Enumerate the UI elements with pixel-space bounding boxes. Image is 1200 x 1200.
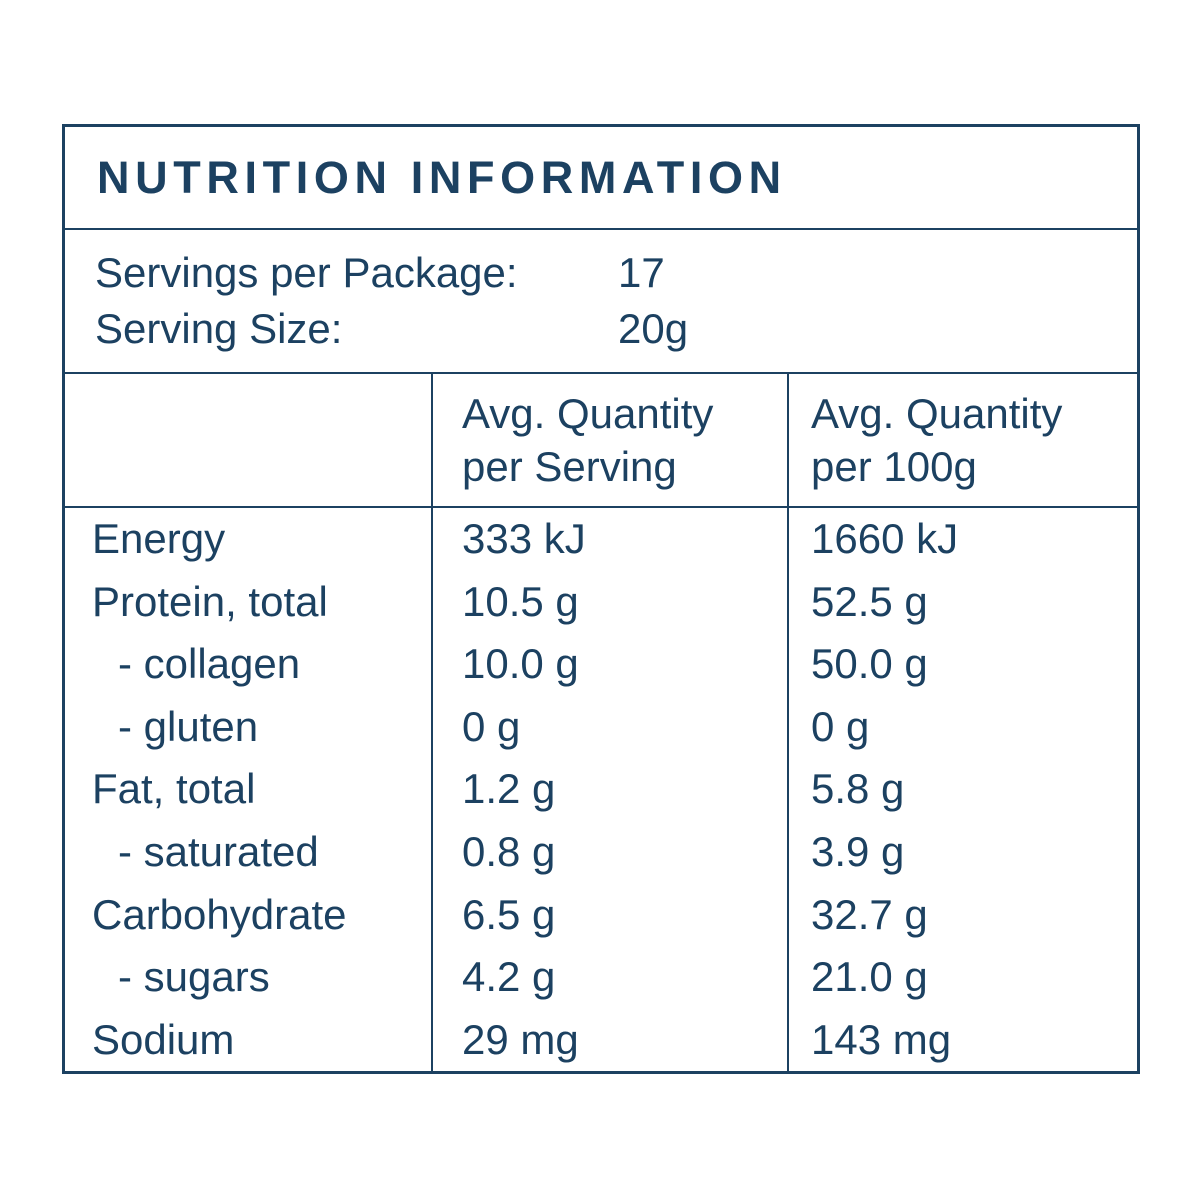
servings-per-package-line: Servings per Package: 17 [95,245,1137,301]
header-spacer-cell [65,374,431,506]
nutrient-label: Energy [92,515,226,563]
per-serving-value: 4.2 g [431,945,787,1009]
serving-size-value: 20g [618,305,689,352]
nutrient-label: - saturated [118,828,319,876]
per-100g-value: 5.8 g [787,758,1137,821]
nutrient-label: Protein, total [92,577,328,625]
header-per-100g-text: Avg. Quantity per 100g [811,390,1063,490]
servings-per-package-label: Servings per Package: [95,249,518,296]
header-per-100g-cell: Avg. Quantity per 100g [787,374,1137,506]
per-100g-value: 21.0 g [787,945,1137,1009]
per-serving-value: 29 mg [431,1008,787,1071]
panel-title: NUTRITION INFORMATION [97,151,787,203]
per-serving-value: 1.2 g [431,758,787,821]
per-serving-value: 0.8 g [431,820,787,884]
header-per-serving-cell: Avg. Quantity per Serving [431,374,787,506]
servings-section: Servings per Package: 17 Serving Size: 2… [65,230,1137,374]
serving-size-line: Serving Size: 20g [95,301,1137,357]
nutrient-label: Sodium [92,1015,235,1063]
per-100g-value: 52.5 g [787,570,1137,634]
per-100g-value: 143 mg [787,1008,1137,1071]
table-body: Energy 333 kJ 1660 kJ Protein, total 10.… [65,508,1137,1071]
per-100g-value: 1660 kJ [787,508,1137,571]
per-serving-value: 10.0 g [431,633,787,696]
serving-size-label: Serving Size: [95,305,343,352]
per-100g-value: 3.9 g [787,820,1137,884]
servings-per-package-value: 17 [618,249,665,296]
nutrient-label: - collagen [118,640,301,688]
nutrient-label: - gluten [118,702,259,750]
nutrition-information-panel: NUTRITION INFORMATION Servings per Packa… [62,124,1140,1074]
table-header-row: Avg. Quantity per Serving Avg. Quantity … [65,374,1137,508]
nutrient-label: - sugars [118,953,270,1001]
per-serving-value: 333 kJ [431,508,787,571]
per-100g-value: 0 g [787,695,1137,759]
per-serving-value: 0 g [431,695,787,759]
title-row: NUTRITION INFORMATION [65,127,1137,230]
per-serving-value: 6.5 g [431,883,787,946]
nutrient-label: Fat, total [92,765,256,813]
per-serving-value: 10.5 g [431,570,787,634]
header-per-serving-text: Avg. Quantity per Serving [462,390,714,490]
per-100g-value: 50.0 g [787,633,1137,696]
per-100g-value: 32.7 g [787,883,1137,946]
nutrient-label: Carbohydrate [92,890,347,938]
